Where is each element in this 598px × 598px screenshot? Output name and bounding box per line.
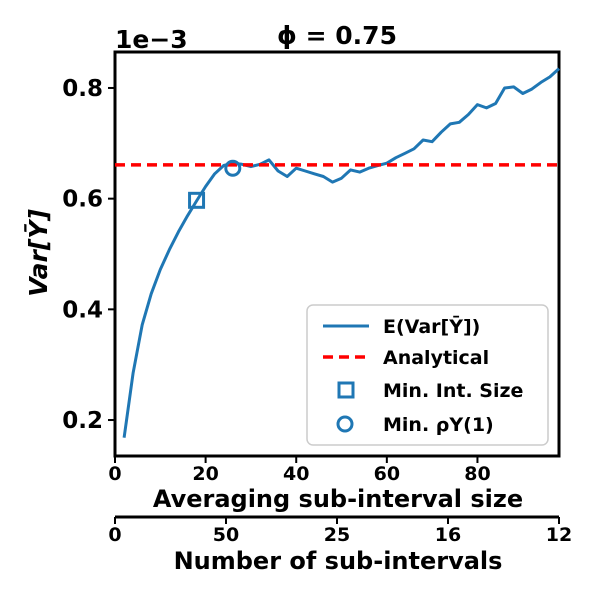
y-scale-label: 1e−3: [115, 25, 188, 54]
x-axis-label: Averaging sub-interval size: [153, 485, 523, 513]
secondary-x-tick-label: 16: [435, 524, 461, 546]
plot-frame: [113, 50, 561, 458]
secondary-x-axis-ticks: 0 50 25 16 12: [108, 517, 572, 546]
x-tick-label: 80: [464, 463, 490, 485]
legend-label-mean: E(Var[Ȳ]): [383, 315, 480, 338]
x-tick-label: 0: [108, 463, 121, 485]
x-tick-label: 60: [374, 463, 400, 485]
legend-box: [306, 304, 549, 446]
x-tick-label: 40: [283, 463, 309, 485]
legend-label-analytical: Analytical: [383, 347, 489, 369]
plot-area: [115, 67, 561, 438]
y-tick-label: 0.6: [62, 187, 103, 213]
legend-label-min-rho: Min. ρY(1): [383, 414, 494, 436]
x-tick-label: 20: [192, 463, 218, 485]
y-tick-label: 0.4: [62, 297, 103, 323]
y-axis-ticks: 0.2 0.4 0.6 0.8: [62, 76, 115, 434]
y-tick-label: 0.8: [62, 76, 103, 102]
secondary-x-axis-label: Number of sub-intervals: [174, 547, 503, 575]
chart-title: ϕ = 0.75: [277, 21, 397, 50]
marker-min-rho: [224, 159, 242, 177]
legend-square-marker: [337, 381, 355, 399]
y-axis-label: Var[Ȳ]: [24, 209, 53, 297]
secondary-x-tick-label: 25: [324, 524, 350, 546]
y-tick-label: 0.2: [62, 408, 103, 434]
secondary-x-tick-label: 12: [546, 524, 572, 546]
secondary-x-tick-label: 50: [213, 524, 239, 546]
legend-circle-marker: [336, 415, 354, 433]
marker-min-int-size: [188, 191, 206, 209]
secondary-x-tick-label: 0: [108, 524, 121, 546]
legend: E(Var[Ȳ]) Analytical Min. Int. Size Min.…: [306, 304, 549, 446]
legend-label-min-int: Min. Int. Size: [383, 380, 523, 402]
x-axis-ticks: 0 20 40 60 80: [108, 456, 491, 485]
series-line-mean: [122, 67, 561, 438]
